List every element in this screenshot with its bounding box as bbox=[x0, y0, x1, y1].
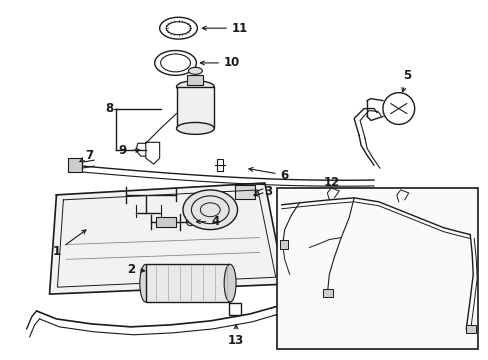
Text: 11: 11 bbox=[202, 22, 247, 35]
Bar bbox=[279, 239, 287, 249]
Bar bbox=[323, 289, 333, 297]
Polygon shape bbox=[49, 183, 284, 294]
Text: 9: 9 bbox=[119, 144, 140, 157]
Text: 12: 12 bbox=[323, 176, 339, 189]
Bar bbox=[276, 188, 477, 349]
Bar bbox=[187, 75, 203, 85]
Text: 8: 8 bbox=[105, 102, 113, 115]
Text: 6: 6 bbox=[248, 167, 288, 181]
Bar bbox=[155, 217, 175, 227]
Bar bbox=[229, 303, 241, 315]
Ellipse shape bbox=[176, 81, 214, 93]
Bar bbox=[235, 185, 254, 199]
Ellipse shape bbox=[224, 264, 236, 302]
Text: 13: 13 bbox=[227, 325, 244, 347]
Bar bbox=[217, 159, 223, 171]
Text: 2: 2 bbox=[126, 263, 144, 276]
Text: 4: 4 bbox=[196, 215, 219, 228]
Text: 5: 5 bbox=[401, 69, 410, 92]
Ellipse shape bbox=[188, 67, 202, 74]
Text: 7: 7 bbox=[80, 149, 93, 162]
Bar bbox=[176, 87, 214, 129]
Text: 10: 10 bbox=[200, 57, 240, 69]
Text: 1: 1 bbox=[52, 230, 86, 258]
Ellipse shape bbox=[140, 264, 151, 302]
Ellipse shape bbox=[183, 190, 237, 230]
Bar bbox=[466, 325, 475, 333]
Ellipse shape bbox=[176, 122, 214, 134]
Bar bbox=[68, 158, 82, 172]
Text: 3: 3 bbox=[253, 185, 271, 198]
Bar bbox=[145, 264, 230, 302]
